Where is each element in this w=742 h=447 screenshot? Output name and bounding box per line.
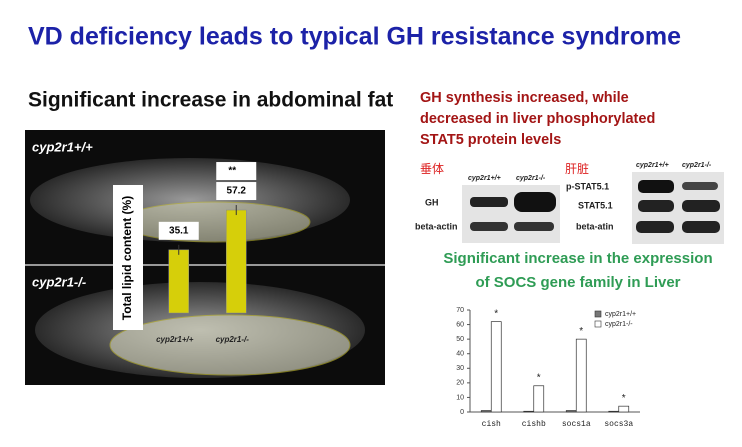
row-label: beta-actin <box>415 221 458 231</box>
fat-region <box>119 201 311 243</box>
bar <box>565 410 577 413</box>
left-heading: Significant increase in abdominal fat <box>28 89 393 112</box>
bar <box>608 410 620 413</box>
row-label: p-STAT5.1 <box>566 181 609 191</box>
lane-label: cyp2r1+/+ <box>468 175 501 182</box>
bar <box>523 410 535 413</box>
y-tick-label: 10 <box>456 394 464 401</box>
value-label: 35.1 <box>169 225 189 236</box>
value-label: 57.2 <box>227 186 247 197</box>
y-tick-label: 50 <box>456 336 464 343</box>
band <box>638 200 674 212</box>
socs-heading: Significant increase in the expression <box>443 250 712 267</box>
row-label: GH <box>425 197 439 207</box>
row-label: STAT5.1 <box>578 200 613 210</box>
significance: * <box>537 372 541 383</box>
right-heading: STAT5 protein levels <box>420 132 561 148</box>
legend-swatch <box>594 310 602 318</box>
y-axis-label: Total lipid content (%) <box>120 196 134 320</box>
y-tick-label: 20 <box>456 380 464 387</box>
band <box>638 180 674 193</box>
x-tick-label: cyp2r1-/- <box>216 335 250 344</box>
band <box>514 222 554 231</box>
band <box>514 192 556 212</box>
lane-label: cyp2r1-/- <box>682 162 712 169</box>
band <box>682 221 720 233</box>
photo-label: cyp2r1-/- <box>32 274 86 289</box>
bar <box>618 405 630 413</box>
bar <box>575 338 587 413</box>
bar <box>168 249 189 314</box>
y-tick-label: 40 <box>456 351 464 358</box>
bar <box>226 209 247 314</box>
bar <box>533 385 545 413</box>
band <box>682 200 720 212</box>
x-tick-label: cishb <box>522 420 546 429</box>
band <box>682 182 718 190</box>
significance-box <box>216 162 257 181</box>
bar <box>480 410 492 413</box>
value-label-box <box>158 221 199 240</box>
legend-swatch <box>594 320 602 328</box>
slide-title: VD deficiency leads to typical GH resist… <box>28 23 681 51</box>
lane-label: cyp2r1-/- <box>516 175 546 182</box>
right-heading: decreased in liver phosphorylated <box>420 111 655 127</box>
axis-label-box <box>113 185 143 330</box>
bar <box>490 321 502 413</box>
x-tick-label: socs3a <box>604 420 633 429</box>
tissue-label: 肝脏 <box>565 161 589 176</box>
legend-label: cyp2r1+/+ <box>605 311 636 318</box>
value-label-box <box>216 182 257 201</box>
y-tick-label: 70 <box>456 307 464 314</box>
row-label: beta-atin <box>576 221 614 231</box>
x-tick-label: socs1a <box>562 420 591 429</box>
x-tick-label: cish <box>482 420 501 429</box>
y-tick-label: 30 <box>456 365 464 372</box>
fat-region <box>109 314 351 376</box>
tissue-label: 垂体 <box>420 162 444 176</box>
band <box>470 222 508 231</box>
y-tick-label: 60 <box>456 321 464 328</box>
significance: * <box>579 326 583 337</box>
band <box>636 221 674 233</box>
right-heading: GH synthesis increased, while <box>420 90 629 106</box>
legend-label: cyp2r1-/- <box>605 321 633 328</box>
lane-label: cyp2r1+/+ <box>636 162 669 169</box>
significance: * <box>494 308 498 319</box>
band <box>470 197 508 207</box>
significance: ** <box>228 166 236 177</box>
y-tick-label: 0 <box>460 409 464 416</box>
photo-label: cyp2r1+/+ <box>32 139 93 154</box>
significance: * <box>622 393 626 404</box>
socs-heading: of SOCS gene family in Liver <box>475 274 680 291</box>
x-tick-label: cyp2r1+/+ <box>156 335 194 344</box>
